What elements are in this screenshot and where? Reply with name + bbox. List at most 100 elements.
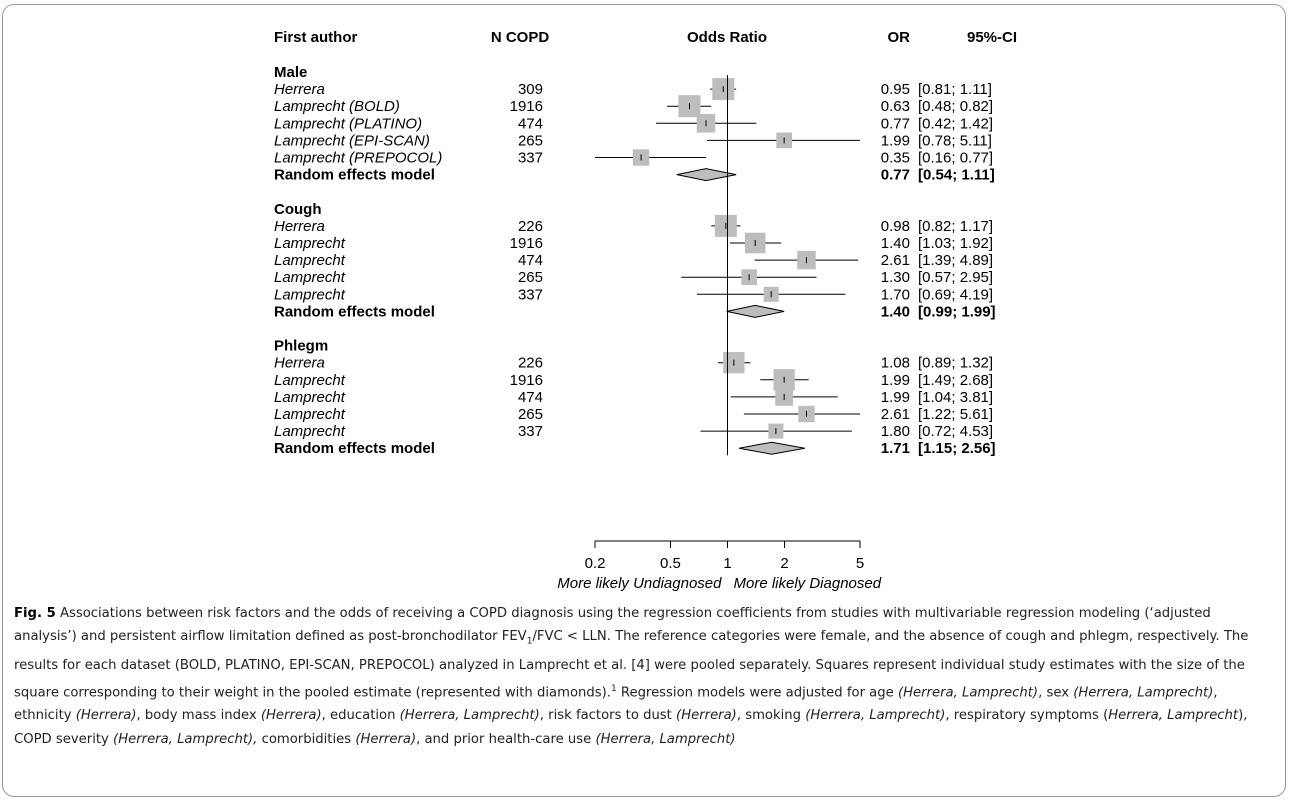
study-or: 1.70	[881, 286, 910, 303]
study-n: 265	[518, 132, 543, 149]
caption-italic: (Herrera, Lamprecht)	[1073, 684, 1214, 700]
study-ci: [0.78; 5.11]	[918, 132, 992, 149]
pooled-ci: [0.99; 1.99]	[918, 303, 996, 320]
study-n: 1916	[510, 235, 543, 252]
study-n: 226	[518, 355, 543, 372]
header-ci: 95%-CI	[967, 29, 1017, 46]
study-n: 474	[518, 389, 543, 406]
study-or: 2.61	[881, 406, 910, 423]
header-or: OR	[888, 29, 911, 46]
study-n: 309	[518, 81, 543, 98]
caption-italic: (Herrera)	[260, 708, 322, 724]
study-author: Lamprecht	[274, 372, 346, 389]
caption-text: , sex	[1038, 684, 1074, 700]
study-author: Lamprecht	[274, 406, 346, 423]
study-n: 265	[518, 406, 543, 423]
x-axis: 0.2 0.5 1 2 5 More likely Undiagnosed More lik…	[557, 75, 882, 592]
study-author: Lamprecht	[274, 286, 346, 303]
study-author: Herrera	[274, 355, 325, 372]
study-or: 0.63	[881, 98, 910, 115]
study-ci: [1.49; 2.68]	[918, 372, 993, 389]
study-n: 1916	[510, 372, 543, 389]
study-or: 0.98	[881, 218, 910, 235]
pooled-label: Random effects model	[274, 303, 435, 320]
study-author: Lamprecht (EPI-SCAN)	[274, 132, 430, 149]
study-author: Lamprecht	[274, 423, 346, 440]
study-author: Lamprecht	[274, 235, 346, 252]
x-tick-label: 1	[723, 555, 731, 572]
study-n: 1916	[510, 98, 543, 115]
caption-text: , education	[321, 708, 400, 724]
pooled-ci: [0.54; 1.11]	[918, 167, 995, 184]
study-ci: [0.89; 1.32]	[918, 355, 993, 372]
study-ci: [0.42; 1.42]	[918, 115, 993, 132]
study-or: 1.40	[881, 235, 910, 252]
caption-italic: Herrera, Lamprecht	[1108, 708, 1239, 724]
caption-text: ), COPD severity	[14, 708, 1248, 747]
study-author: Herrera	[274, 81, 325, 98]
study-author: Lamprecht (BOLD)	[274, 98, 400, 115]
study-ci: [0.57; 2.95]	[918, 269, 993, 286]
study-ci: [0.69; 4.19]	[918, 286, 993, 303]
header-first-author: First author	[274, 29, 357, 46]
study-or: 1.30	[881, 269, 910, 286]
caption-fig-label: Fig. 5	[14, 606, 56, 621]
study-n: 226	[518, 218, 543, 235]
study-or: 2.61	[881, 252, 910, 269]
study-ci: [0.81; 1.11]	[918, 81, 992, 98]
pooled-or: 1.40	[881, 303, 910, 320]
study-or: 1.99	[881, 372, 910, 389]
caption-text: , respiratory symptoms (	[945, 708, 1109, 724]
study-ci: [1.39; 4.89]	[918, 252, 993, 269]
group-label: Male	[274, 64, 307, 81]
study-or: 0.95	[881, 81, 910, 98]
caption-text: , risk factors to dust	[539, 708, 677, 724]
study-ci: [1.22; 5.61]	[918, 406, 993, 423]
caption-text: comorbidities	[257, 731, 356, 747]
study-n: 337	[518, 150, 543, 167]
study-ci: [1.03; 1.92]	[918, 235, 993, 252]
pooled-label: Random effects model	[274, 167, 435, 184]
study-ci: [0.48; 0.82]	[918, 98, 993, 115]
caption-italic: (Herrera)	[75, 708, 137, 724]
study-author: Lamprecht	[274, 269, 346, 286]
caption-italic: (Herrera, Lamprecht)	[805, 708, 946, 724]
group-label: Phlegm	[274, 338, 328, 355]
pooled-or: 1.71	[881, 440, 910, 457]
caption-superscript: 1	[610, 683, 617, 694]
study-author: Lamprecht (PREPOCOL)	[274, 150, 442, 167]
study-n: 474	[518, 252, 543, 269]
study-ci: [0.82; 1.17]	[918, 218, 993, 235]
figure-frame	[2, 4, 1286, 797]
study-ci: [0.16; 0.77]	[918, 150, 993, 167]
figure-caption: Fig. 5 Associations between risk factors…	[14, 602, 1276, 751]
x-tick-label: 2	[780, 555, 788, 572]
caption-text: /FVC < LLN. The reference categories wer…	[14, 629, 1249, 700]
study-n: 265	[518, 269, 543, 286]
header-n-copd: N COPD	[491, 29, 550, 46]
study-ci: [0.72; 4.53]	[918, 423, 993, 440]
x-tick-label: 5	[856, 555, 864, 572]
caption-italic: (Herrera, Lamprecht)	[399, 708, 540, 724]
study-or: 1.80	[881, 423, 910, 440]
study-author: Lamprecht	[274, 252, 346, 269]
study-author: Lamprecht	[274, 389, 346, 406]
column-headers: First author N COPD Odds Ratio OR 95%-CI	[274, 29, 1017, 46]
study-or: 0.35	[881, 150, 910, 167]
caption-text: Regression models were adjusted for age	[616, 684, 898, 700]
pooled-or: 0.77	[881, 167, 910, 184]
caption-italic: (Herrera)	[676, 708, 737, 724]
pooled-diamond	[738, 441, 805, 455]
caption-text: , ethnicity	[14, 684, 1218, 724]
caption-subscript: 1	[526, 636, 533, 647]
caption-italic: (Herrera, Lamprecht)	[595, 731, 736, 747]
direction-label-left: More likely Undiagnosed	[557, 575, 722, 592]
pooled-label: Random effects model	[274, 440, 435, 457]
caption-text: , smoking	[736, 708, 806, 724]
study-n: 474	[518, 115, 543, 132]
study-n: 337	[518, 423, 543, 440]
study-n: 337	[518, 286, 543, 303]
study-ci: [1.04; 3.81]	[918, 389, 993, 406]
caption-text: , body mass index	[136, 708, 261, 724]
